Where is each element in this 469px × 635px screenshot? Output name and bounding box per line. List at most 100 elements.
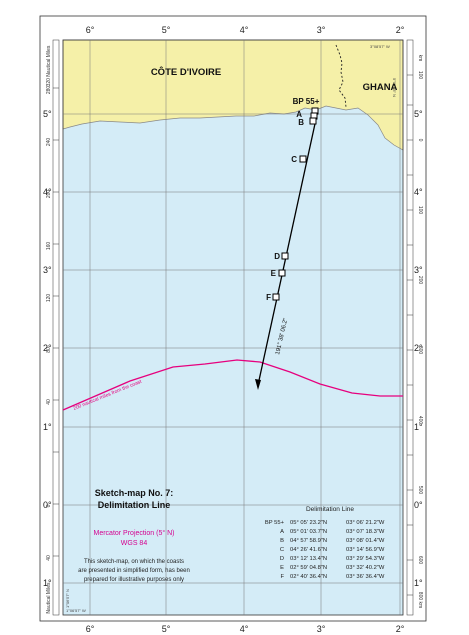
legend-projection: Mercator Projection (5° N) <box>94 529 175 537</box>
table-row-lon: 03° 06' 21.2"W <box>346 520 385 526</box>
lon-label-top-3: 3° <box>317 25 326 35</box>
table-row-pt: C <box>280 547 284 553</box>
corner-note-top-right: 3°08'57" W <box>370 44 390 49</box>
lat-label-left-m1: 1° <box>43 578 52 588</box>
lon-label-bottom-6: 6° <box>86 624 95 634</box>
legend-note-2: are presented in simplified form, has be… <box>78 568 190 574</box>
lon-label-bottom-3: 3° <box>317 624 326 634</box>
point-b <box>309 117 317 125</box>
km-tick-300: 300 <box>417 346 423 355</box>
sea-area <box>63 40 403 615</box>
km-tick-400: 400 <box>417 416 423 425</box>
legend-title-line2: Delimitation Line <box>98 500 171 510</box>
lat-label-left-0: 0° <box>43 500 52 510</box>
table-row-pt: BP 55+ <box>265 520 285 526</box>
legend-note-3: prepared for illustrative purposes only <box>84 577 184 583</box>
table-title: Delimitation Line <box>306 506 354 513</box>
legend: Sketch-map No. 7: Delimitation Line Merc… <box>78 488 385 583</box>
lat-label-left-1: 1° <box>43 422 52 432</box>
point-label-b: B <box>298 118 304 127</box>
left-scale-ticks <box>53 87 59 557</box>
km-tick-600: 600 <box>417 556 423 565</box>
table-row-lon: 03° 14' 56.9"W <box>346 547 385 553</box>
left-scale <box>52 39 60 616</box>
km-tick-200: 200 <box>417 276 423 285</box>
lon-label-top-2: 2° <box>396 25 405 35</box>
table-row-lat: 04° 26' 41.6"N <box>290 547 327 553</box>
left-scale-bar <box>52 39 60 616</box>
point-label-d: D <box>274 252 280 261</box>
turning-points <box>272 107 319 301</box>
nm-tick-160: 160 <box>46 242 52 251</box>
nm-tick-280: 280 <box>46 86 52 95</box>
right-scale <box>406 39 414 616</box>
nm-tick-240: 240 <box>46 138 52 147</box>
point-label-e: E <box>271 269 277 278</box>
legend-title-line1: Sketch-map No. 7: <box>95 488 174 498</box>
km-scale-label-top: km <box>417 55 423 62</box>
coord-table: BP 55+ 05° 05' 23.2"N 03° 06' 21.2"W A 0… <box>265 520 385 580</box>
corner-note-bottom-left: 1°06'57" N <box>65 589 70 608</box>
lat-label-right-2: 2° <box>414 343 423 353</box>
km-scale-label-bottom: 800 km <box>417 592 423 608</box>
table-row-lat: 05° 05' 23.2"N <box>290 520 327 526</box>
nm-tick-120: 120 <box>46 294 52 303</box>
lat-label-left-5: 5° <box>43 109 52 119</box>
lon-label-top-6: 6° <box>86 25 95 35</box>
table-row-pt: F <box>280 574 284 580</box>
country-label-ghana: GHANA <box>363 82 398 93</box>
table-row-lon: 03° 29' 54.3"W <box>346 556 385 562</box>
table-row-lon: 03° 36' 36.4"W <box>346 574 385 580</box>
limit-200nm-line <box>62 359 403 411</box>
km-tick-100a: 100 <box>417 71 423 80</box>
corner-note-top-right-2: 5°05'18" N <box>392 78 397 97</box>
table-row-lon: 03° 32' 40.2"W <box>346 565 385 571</box>
lon-label-bottom-5: 5° <box>162 624 171 634</box>
corner-note-bottom-left-2: 1°06'57" W <box>66 608 86 613</box>
lat-label-right-5: 5° <box>414 109 423 119</box>
table-row-lon: 03° 08' 01.4"W <box>346 538 385 544</box>
table-row-pt: B <box>280 538 284 544</box>
lon-label-top-4: 4° <box>240 25 249 35</box>
right-scale-bar <box>406 39 414 616</box>
point-label-bp55: BP 55+ <box>293 97 320 106</box>
table-row-lat: 03° 12' 13.4"N <box>290 556 327 562</box>
lat-label-left-2: 2° <box>43 343 52 353</box>
lon-label-bottom-2: 2° <box>396 624 405 634</box>
table-row-lat: 05° 01' 03.7"N <box>290 529 327 535</box>
point-e <box>278 269 286 277</box>
km-tick-500: 500 <box>417 486 423 495</box>
nm-tick-40b: 40 <box>46 555 52 561</box>
nm-scale-label-top: 320 Nautical Miles <box>46 45 52 86</box>
legend-note-1: This sketch-map, on which the coasts <box>84 559 184 565</box>
lat-label-left-3: 3° <box>43 265 52 275</box>
point-label-f: F <box>266 293 271 302</box>
lon-label-top-5: 5° <box>162 25 171 35</box>
table-row-pt: A <box>280 529 284 535</box>
point-f <box>272 293 280 301</box>
land-border <box>335 44 347 108</box>
table-row-lon: 03° 07' 18.3"W <box>346 529 385 535</box>
nm-tick-40: 40 <box>46 399 52 405</box>
point-c <box>299 155 307 163</box>
point-d <box>281 252 289 260</box>
lon-label-bottom-4: 4° <box>240 624 249 634</box>
table-row-lat: 02° 40' 36.4"N <box>290 574 327 580</box>
table-row-lat: 02° 59' 04.8"N <box>290 565 327 571</box>
point-label-a: A <box>296 110 302 119</box>
nm-scale-label-bottom: Nautical Miles <box>46 582 52 614</box>
nm-tick-200: 200 <box>46 190 52 199</box>
point-label-c: C <box>291 155 297 164</box>
lat-label-right-0: 0° <box>414 500 423 510</box>
table-row-pt: D <box>280 556 284 562</box>
table-row-lat: 04° 57' 58.9"N <box>290 538 327 544</box>
km-tick-0: 0 <box>417 139 423 142</box>
right-scale-ticks <box>407 74 413 596</box>
nm-tick-80: 80 <box>46 347 52 353</box>
nm-tick-0: 0 <box>46 504 52 507</box>
lat-label-right-3: 3° <box>414 265 423 275</box>
lat-label-left-4: 4° <box>43 187 52 197</box>
legend-datum: WGS 84 <box>121 540 148 547</box>
lat-label-right-4: 4° <box>414 187 423 197</box>
